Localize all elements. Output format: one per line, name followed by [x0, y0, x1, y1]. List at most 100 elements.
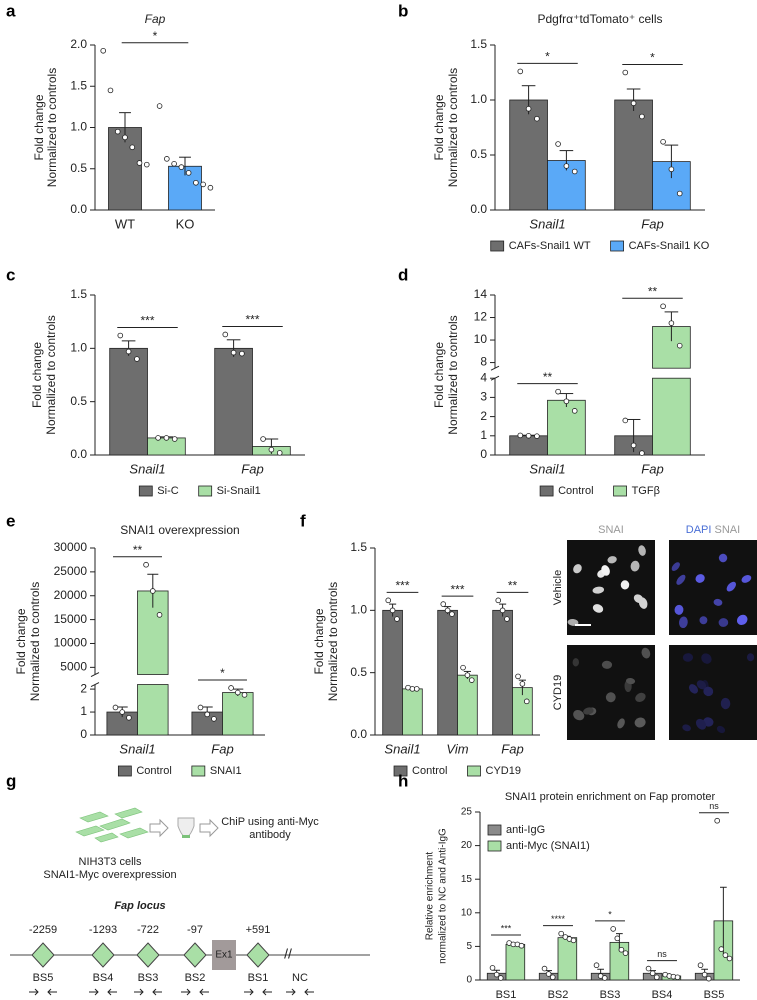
data-point — [235, 689, 241, 696]
panel-label: c — [6, 265, 15, 284]
data-point — [660, 139, 666, 145]
y-tick-label: 20 — [461, 840, 473, 851]
site-name: BS3 — [138, 972, 159, 984]
bar — [222, 692, 254, 736]
data-point — [504, 616, 510, 622]
cell — [696, 680, 707, 690]
primer-arrow — [134, 988, 144, 996]
tube — [177, 817, 195, 838]
site-name: BS5 — [33, 972, 54, 984]
site-position: -722 — [137, 924, 159, 936]
cell — [671, 562, 680, 571]
bar — [109, 347, 148, 456]
data-point — [676, 190, 683, 197]
primer-arrow — [89, 988, 99, 996]
legend: CAFs-Snail1 WT CAFs-Snail1 KO — [490, 240, 710, 252]
data-point — [126, 714, 132, 721]
exon-label: Ex1 — [215, 950, 233, 961]
data-point — [156, 103, 163, 109]
x-tick-label: BS5 — [704, 989, 725, 1000]
cell — [601, 565, 610, 576]
y-axis-label: Normalized to controls — [446, 68, 460, 187]
bar — [492, 609, 513, 736]
bar — [652, 377, 691, 456]
y-axis-label: Fold change — [312, 608, 326, 674]
control-name: NC — [292, 972, 308, 984]
primer-arrow — [286, 988, 296, 996]
cell — [713, 598, 723, 606]
data-point — [563, 398, 570, 405]
data-point — [163, 435, 170, 441]
y-tick-label: 0.5 — [70, 394, 87, 408]
x-tick-label: KO — [176, 216, 195, 231]
data-point — [555, 141, 561, 147]
data-point — [571, 168, 578, 175]
panel-label: g — [6, 771, 16, 790]
y-tick-label: 1.5 — [70, 78, 87, 92]
cell — [573, 564, 582, 574]
data-point — [143, 161, 150, 168]
data-point — [276, 450, 283, 456]
bar — [614, 99, 653, 211]
x-tick-label: Fap — [641, 216, 663, 231]
data-point — [222, 331, 229, 338]
significance-label: * — [650, 51, 655, 65]
bar — [382, 609, 403, 736]
significance-label: ns — [657, 949, 667, 959]
y-axis-label: Normalized to controls — [44, 315, 58, 434]
y-tick-label: 0.0 — [70, 202, 87, 216]
bar — [509, 99, 548, 211]
legend-label: anti-Myc (SNAI1) — [506, 840, 590, 852]
y-tick-label: 1.0 — [70, 120, 87, 134]
image-column-label: DAPI SNAI — [686, 524, 740, 536]
step-label: ChiP using anti-Myc — [221, 816, 319, 828]
cell — [638, 545, 646, 556]
cell — [674, 604, 684, 615]
y-tick-label: 25 — [461, 807, 473, 818]
y-tick-label: 4 — [480, 370, 487, 384]
y-tick-label: 0 — [480, 447, 487, 461]
significance-label: ** — [133, 543, 143, 557]
cell — [634, 717, 646, 728]
data-point — [499, 607, 506, 614]
significance-label: *** — [395, 579, 409, 593]
legend-label: TGFβ — [632, 485, 660, 497]
data-point — [136, 160, 143, 166]
cell — [720, 697, 731, 710]
significance-label: ** — [543, 370, 553, 384]
y-axis-label: Normalized to controls — [326, 582, 340, 701]
y-tick-label: 15 — [461, 874, 473, 885]
data-point — [549, 974, 556, 981]
x-tick-label: Snail1 — [384, 741, 420, 756]
chart-title: SNAI1 overexpression — [120, 523, 239, 537]
data-point — [125, 348, 132, 355]
data-point — [493, 971, 500, 978]
exon-box — [212, 940, 236, 970]
significance-label: *** — [245, 313, 259, 327]
panel-label: e — [6, 511, 15, 530]
data-point — [497, 975, 504, 981]
y-tick-label: 0.0 — [70, 447, 87, 461]
arrow — [149, 818, 169, 838]
data-point — [193, 179, 199, 186]
y-tick-label: 0.5 — [70, 161, 87, 175]
significance-label: ns — [709, 801, 719, 811]
bar — [437, 609, 458, 736]
y-tick-label: 0 — [466, 975, 472, 986]
data-point — [468, 677, 475, 683]
legend-swatch — [490, 240, 505, 252]
y-axis-label: Fold change — [32, 94, 46, 160]
significance-label: *** — [450, 582, 464, 596]
data-point — [676, 342, 683, 349]
data-point — [563, 163, 570, 169]
data-point — [389, 607, 396, 614]
bar — [402, 688, 423, 736]
y-tick-label: 0.0 — [470, 202, 487, 216]
cell — [635, 692, 646, 702]
data-point — [112, 704, 119, 711]
data-point — [614, 935, 621, 942]
significance-label: ** — [648, 284, 658, 298]
cell — [746, 653, 755, 662]
primer-arrow — [304, 988, 314, 996]
